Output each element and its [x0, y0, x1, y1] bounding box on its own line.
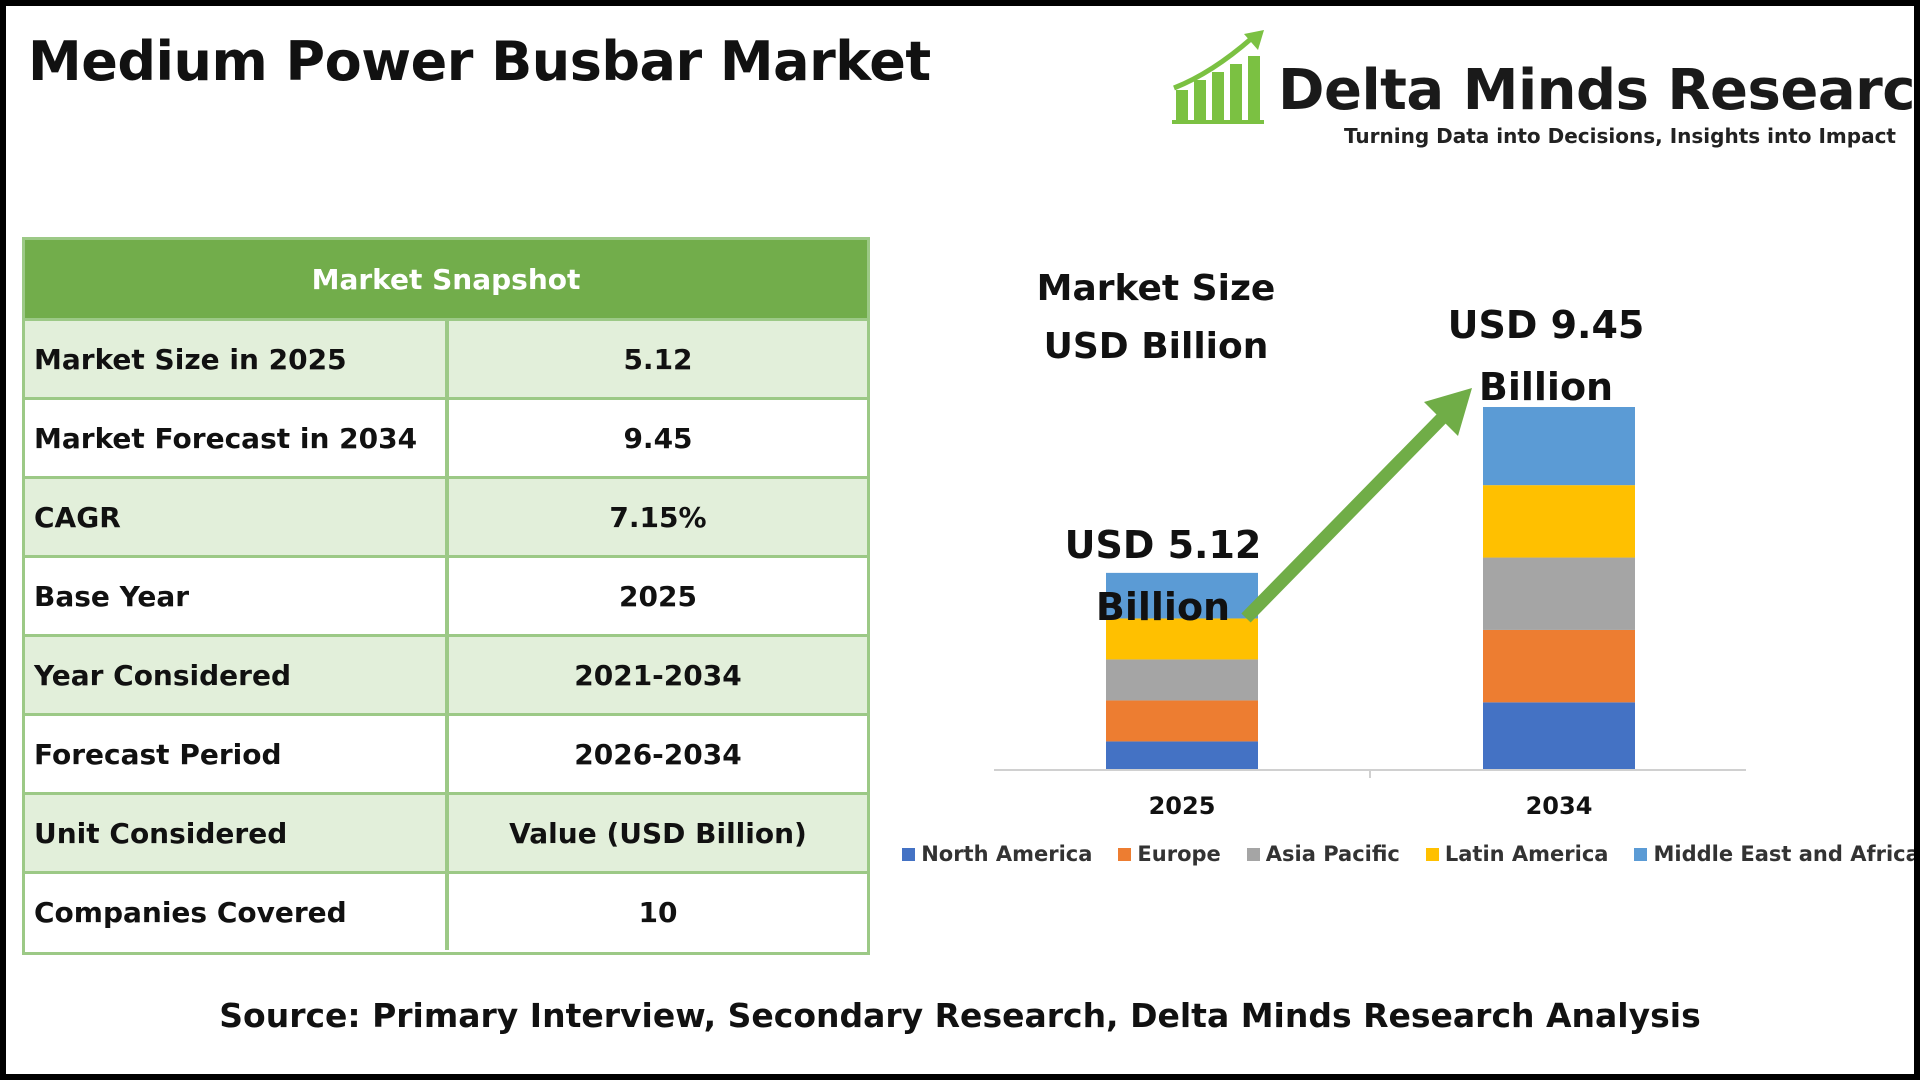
row-label: Base Year	[25, 558, 449, 634]
table-row: Year Considered 2021-2034	[25, 634, 867, 713]
chart-legend: North America Europe Asia Pacific Latin …	[902, 836, 1914, 872]
legend-label: North America	[921, 842, 1093, 866]
source-note: Source: Primary Interview, Secondary Res…	[219, 996, 1701, 1035]
row-label: Companies Covered	[25, 874, 449, 950]
legend-label: Europe	[1137, 842, 1221, 866]
bar-total-label-2025-line2: Billion	[1095, 585, 1231, 629]
bar-segment-2034-asia-pacific	[1483, 557, 1635, 630]
table-row: Market Forecast in 2034 9.45	[25, 397, 867, 476]
bar-segment-2034-north-america	[1483, 702, 1635, 769]
snapshot-header: Market Snapshot	[25, 240, 867, 318]
bar-segment-2025-north-america	[1106, 741, 1258, 769]
bar-total-label-2034-line1: USD 9.45	[1447, 303, 1645, 347]
row-value: Value (USD Billion)	[509, 816, 807, 850]
table-row: Base Year 2025	[25, 555, 867, 634]
bar-segment-2034-middle-east-and-africa	[1483, 407, 1635, 486]
market-snapshot-table: Market Snapshot Market Size in 2025 5.12…	[22, 237, 870, 955]
legend-item-middle-east-africa: Middle East and Africa	[1634, 842, 1914, 866]
legend-swatch	[1118, 847, 1132, 861]
logo-tagline: Turning Data into Decisions, Insights in…	[1343, 124, 1896, 148]
row-value: 5.12	[623, 342, 693, 376]
legend-label: Asia Pacific	[1265, 842, 1400, 866]
legend-label: Middle East and Africa	[1653, 842, 1914, 866]
legend-swatch	[1246, 847, 1260, 861]
bar-total-label-2034-line2: Billion	[1478, 365, 1614, 409]
chart-title-line2: USD Billion	[1043, 326, 1269, 367]
row-label: Market Forecast in 2034	[25, 400, 449, 476]
growth-chart-logo-icon	[1172, 30, 1264, 124]
infographic-frame: Medium Power Busbar Market Delta Minds R…	[6, 6, 1914, 1074]
legend-item-europe: Europe	[1118, 842, 1221, 866]
bar-total-label-2025-line1: USD 5.12	[1064, 523, 1262, 567]
chart-title-line1: Market Size	[1036, 268, 1276, 309]
legend-swatch	[1425, 847, 1439, 861]
table-row: Companies Covered 10	[25, 871, 867, 950]
legend-item-asia-pacific: Asia Pacific	[1246, 842, 1400, 866]
company-logo: Delta Minds Research Turning Data into D…	[1172, 28, 1914, 158]
row-value: 2025	[619, 579, 697, 613]
row-label: Year Considered	[25, 637, 449, 713]
x-tick-label-2034: 2034	[1525, 792, 1593, 820]
legend-swatch	[1634, 847, 1648, 861]
row-label: Market Size in 2025	[25, 321, 449, 397]
bar-segment-2034-europe	[1483, 629, 1635, 703]
row-value: 10	[638, 895, 678, 929]
legend-item-latin-america: Latin America	[1425, 842, 1609, 866]
legend-label: Latin America	[1444, 842, 1609, 866]
row-label: CAGR	[25, 479, 449, 555]
table-row: Forecast Period 2026-2034	[25, 713, 867, 792]
legend-item-north-america: North America	[902, 842, 1092, 866]
page-title: Medium Power Busbar Market	[28, 30, 931, 93]
bar-segment-2025-asia-pacific	[1106, 659, 1258, 701]
table-row: Market Size in 2025 5.12	[25, 318, 867, 397]
table-row: CAGR 7.15%	[25, 476, 867, 555]
row-label: Forecast Period	[25, 716, 449, 792]
row-value: 2021-2034	[574, 658, 742, 692]
row-value: 2026-2034	[574, 737, 742, 771]
row-label: Unit Considered	[25, 795, 449, 871]
bar-segment-2025-europe	[1106, 700, 1258, 742]
bar-segment-2034-latin-america	[1483, 485, 1635, 558]
logo-company-name: Delta Minds Research	[1278, 58, 1914, 123]
row-value: 9.45	[623, 421, 693, 455]
table-row: Unit Considered Value (USD Billion)	[25, 792, 867, 871]
x-tick-label-2025: 2025	[1148, 792, 1216, 820]
row-value: 7.15%	[609, 500, 707, 534]
legend-swatch	[902, 847, 916, 861]
